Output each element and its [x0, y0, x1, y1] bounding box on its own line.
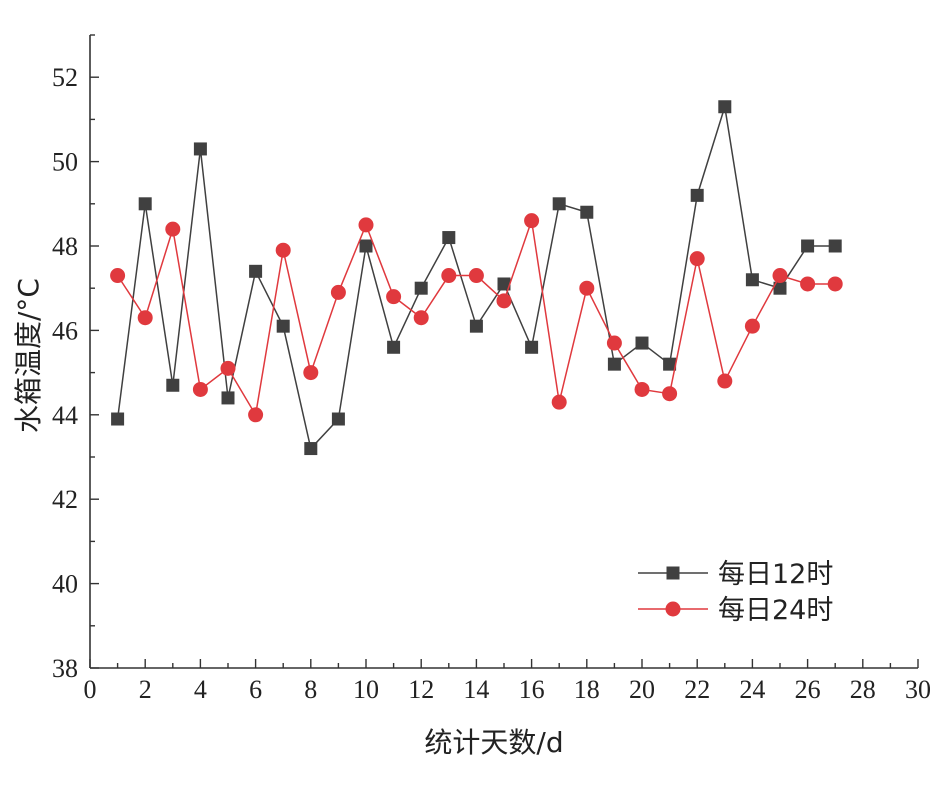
data-point [773, 281, 787, 295]
x-tick-label: 10 [353, 675, 379, 704]
data-point [524, 213, 540, 229]
x-tick-label: 14 [463, 675, 489, 704]
x-tick-label: 4 [194, 675, 207, 704]
axes: 0 2 4 6 8 10 12 14 16 18 20 22 24 26 28 303840424446485… [52, 34, 931, 704]
data-point [387, 340, 401, 354]
data-point [496, 293, 512, 309]
series-2 [110, 213, 843, 423]
data-point [827, 276, 843, 292]
data-point [718, 100, 732, 114]
data-point [800, 276, 816, 292]
data-point [330, 284, 346, 300]
data-point [193, 142, 207, 156]
data-point [663, 357, 677, 371]
data-point [413, 310, 429, 326]
x-tick-label: 26 [795, 675, 821, 704]
y-tick-label: 40 [52, 570, 78, 599]
data-point [276, 319, 290, 333]
x-tick-label: 0 [84, 675, 97, 704]
x-tick-label: 22 [684, 675, 710, 704]
data-point [469, 319, 483, 333]
data-point [497, 277, 511, 291]
data-point [110, 268, 126, 284]
y-tick-label: 50 [52, 148, 78, 177]
data-point [468, 268, 484, 284]
y-tick-label: 52 [52, 63, 78, 92]
y-tick-label: 48 [52, 232, 78, 261]
data-point [166, 378, 180, 392]
data-point [386, 289, 402, 305]
series-layer [110, 100, 843, 456]
data-point [414, 281, 428, 295]
data-point [690, 188, 704, 202]
data-point [552, 197, 566, 211]
data-point [635, 336, 649, 350]
data-point [137, 310, 153, 326]
data-point [442, 231, 456, 245]
x-tick-label: 24 [739, 675, 765, 704]
data-point [606, 335, 622, 351]
data-point [221, 391, 235, 405]
data-point [331, 412, 345, 426]
data-point [607, 357, 621, 371]
data-point [359, 239, 373, 253]
x-axis-label: 统计天数/d [424, 726, 563, 759]
x-tick-label: 12 [408, 675, 434, 704]
x-tick-label: 6 [249, 675, 262, 704]
legend-marker [666, 566, 680, 580]
data-point [275, 242, 291, 258]
data-point [220, 360, 236, 376]
data-point [525, 340, 539, 354]
data-point [248, 407, 264, 423]
y-tick-label: 42 [52, 485, 78, 514]
x-tick-label: 28 [850, 675, 876, 704]
data-point [828, 239, 842, 253]
data-point [580, 205, 594, 219]
data-point [303, 365, 319, 381]
y-tick-label: 38 [52, 654, 78, 683]
legend-marker [665, 601, 681, 617]
data-point [111, 412, 125, 426]
legend-item: 每日12时 [638, 559, 833, 590]
data-point [304, 442, 318, 456]
x-tick-label: 8 [304, 675, 317, 704]
data-point [551, 394, 567, 410]
series-1 [111, 100, 842, 456]
legend-label: 每日12时 [718, 559, 833, 590]
data-point [801, 239, 815, 253]
data-point [662, 386, 678, 402]
data-point [249, 264, 263, 278]
x-tick-label: 30 [905, 675, 931, 704]
x-tick-label: 18 [574, 675, 600, 704]
data-point [772, 268, 788, 284]
data-point [744, 318, 760, 334]
data-point [441, 268, 457, 284]
data-point [165, 221, 181, 237]
data-point [717, 373, 733, 389]
x-tick-label: 20 [629, 675, 655, 704]
x-tick-label: 2 [139, 675, 152, 704]
data-point [192, 381, 208, 397]
y-axis-label: 水箱温度/°C [12, 278, 45, 433]
y-tick-label: 44 [52, 401, 78, 430]
data-point [579, 280, 595, 296]
data-point [634, 381, 650, 397]
data-point [689, 251, 705, 267]
data-point [358, 217, 374, 233]
legend-label: 每日24时 [718, 595, 833, 626]
x-tick-label: 16 [519, 675, 545, 704]
data-point [138, 197, 152, 211]
legend-item: 每日24时 [638, 595, 833, 626]
data-point [745, 273, 759, 287]
y-tick-label: 46 [52, 316, 78, 345]
